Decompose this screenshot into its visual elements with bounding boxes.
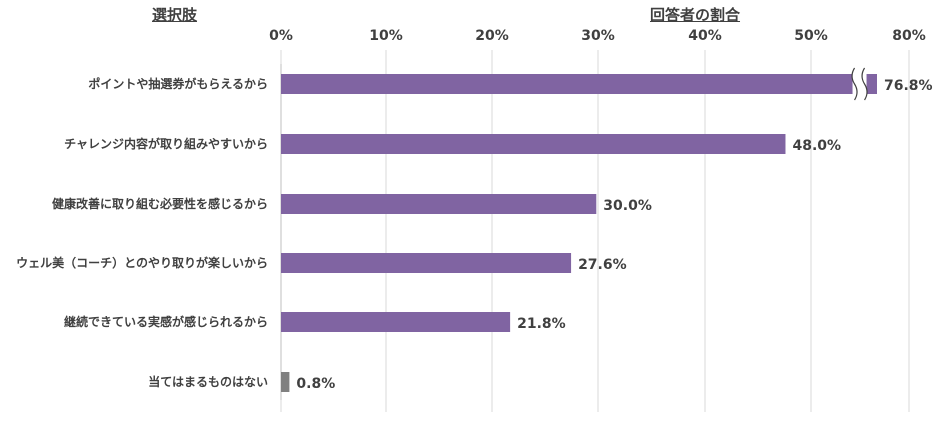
x-tick-label: 20% [475,28,509,44]
x-tick-label: 40% [688,28,722,44]
axis-break-gap [852,68,867,100]
value-header: 回答者の割合 [650,6,741,24]
bar [281,372,290,392]
bar [281,194,597,214]
value-label: 21.8% [517,316,566,332]
category-label: 当てはまるものはない [148,375,268,389]
axis-break-mark [851,67,858,101]
category-label: 健康改善に取り組む必要性を感じるから [51,197,268,211]
category-label: ウェル美（コーチ）とのやり取りが楽しいから [16,256,268,270]
bar [281,134,786,154]
category-header: 選択肢 [152,6,198,24]
x-tick-label: 80% [892,28,926,44]
category-label: ポイントや抽選券がもらえるから [88,77,268,91]
x-tick-label: 0% [269,28,293,44]
x-tick-label: 30% [581,28,615,44]
category-label: チャレンジ内容が取り組みやすいから [64,137,268,151]
value-label: 27.6% [578,257,627,273]
x-tick-label: 10% [369,28,403,44]
bar [281,312,511,332]
category-label: 継続できている実感が感じられるから [63,315,268,329]
bar [281,74,877,94]
bar [281,253,572,273]
value-label: 76.8% [884,78,933,94]
x-tick-label: 50% [794,28,828,44]
value-label: 30.0% [603,198,652,214]
value-label: 48.0% [792,138,841,154]
value-label: 0.8% [296,376,335,392]
axis-break-mark [861,67,868,101]
